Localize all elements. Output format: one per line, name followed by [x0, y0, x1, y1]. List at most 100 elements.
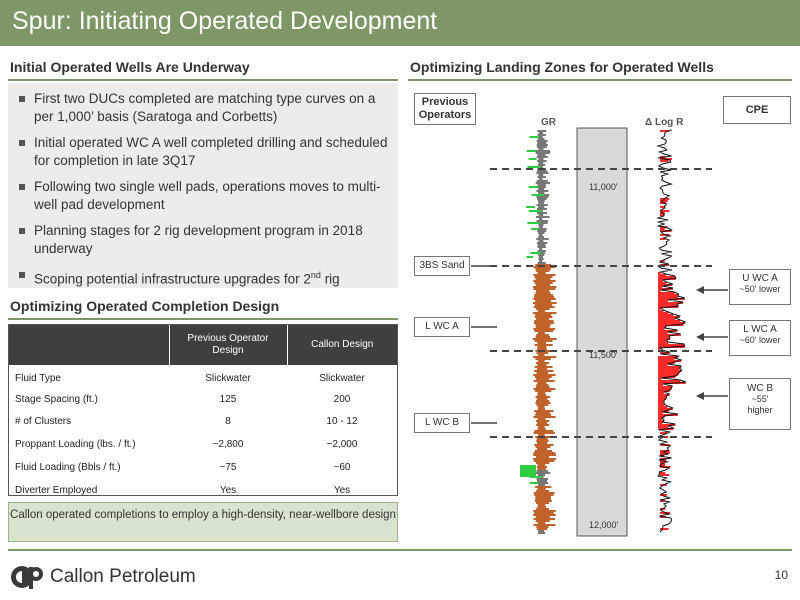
- gr-sample: [536, 490, 549, 492]
- gr-sample: [533, 338, 557, 340]
- gr-sample: [535, 402, 550, 404]
- gr-sample: [534, 432, 555, 434]
- logr-fill: [658, 332, 668, 334]
- logr-fill: [658, 328, 665, 330]
- gr-sample: [538, 202, 544, 204]
- gr-log-curve: [520, 130, 557, 534]
- gr-sample: [537, 246, 546, 248]
- logr-fill: [658, 336, 669, 338]
- depth-label: 11,500': [589, 350, 618, 360]
- zone-label-3bs-sand: 3BS Sand: [414, 256, 470, 276]
- gr-sample: [536, 526, 548, 528]
- gr-sample: [536, 308, 550, 310]
- gr-sample: [536, 190, 548, 192]
- zone-note-detail: ~55' higher: [738, 394, 782, 416]
- gr-sample: [536, 336, 550, 338]
- gr-sample: [538, 138, 544, 140]
- gr-sample: [534, 410, 553, 412]
- logr-fill: [658, 392, 664, 394]
- gr-sample: [535, 268, 551, 270]
- gr-sample: [538, 408, 545, 410]
- gr-sample: [533, 288, 555, 290]
- arrow-head: [696, 286, 704, 294]
- gr-sample: [536, 508, 549, 510]
- gr-sample-green: [527, 150, 537, 152]
- gr-sample: [537, 160, 547, 162]
- gr-sample: [536, 182, 550, 184]
- gr-sample: [538, 464, 546, 466]
- gr-sample: [533, 452, 555, 454]
- logr-fill: [658, 358, 675, 360]
- gr-sample: [535, 276, 553, 278]
- gr-sample: [537, 198, 547, 200]
- gr-sample: [537, 212, 547, 214]
- gr-sample: [538, 418, 546, 420]
- gr-sample: [536, 420, 549, 422]
- gr-sample: [539, 226, 543, 228]
- gr-sample: [537, 346, 546, 348]
- logr-fill: [658, 386, 672, 388]
- gr-sample: [537, 342, 546, 344]
- arrow-head: [696, 392, 704, 400]
- logr-fill: [658, 342, 668, 344]
- logr-fill: [658, 322, 685, 324]
- gr-sample: [538, 186, 546, 188]
- gr-sample: [533, 302, 557, 304]
- gr-sample: [535, 366, 553, 368]
- gr-sample: [536, 284, 550, 286]
- gr-sample: [535, 376, 552, 378]
- gr-sample: [538, 310, 545, 312]
- gr-sample: [533, 458, 556, 460]
- zone-note-detail: ~50' lower: [730, 284, 790, 294]
- gr-sample: [533, 388, 555, 390]
- gr-sample: [534, 460, 554, 462]
- gr-sample: [534, 518, 556, 520]
- gr-sample: [538, 158, 543, 160]
- gr-sample: [537, 170, 547, 172]
- gr-sample: [538, 530, 544, 532]
- logr-fill: [658, 344, 684, 346]
- gr-sample: [534, 294, 553, 296]
- logr-fill: [658, 406, 667, 408]
- gr-sample: [536, 396, 551, 398]
- gr-sample: [537, 208, 547, 210]
- logr-fill: [658, 290, 661, 292]
- logr-fill: [658, 310, 663, 312]
- gr-sample: [535, 414, 551, 416]
- gr-sample: [538, 332, 545, 334]
- gr-sample: [538, 164, 545, 166]
- gr-sample: [537, 364, 546, 366]
- gr-sample: [536, 456, 549, 458]
- gr-sample: [536, 470, 548, 472]
- gr-sample: [533, 524, 555, 526]
- gr-sample: [538, 522, 546, 524]
- gr-sample: [537, 220, 548, 222]
- gr-sample: [536, 520, 550, 522]
- gr-sample: [537, 368, 547, 370]
- gr-sample: [539, 234, 543, 236]
- gr-sample: [537, 204, 548, 206]
- gr-sample: [536, 196, 548, 198]
- gr-sample: [534, 380, 555, 382]
- gr-sample: [539, 260, 542, 262]
- zone-note-name: WC B: [730, 383, 790, 394]
- gr-sample: [536, 172, 548, 174]
- gr-sample: [537, 448, 547, 450]
- gr-sample: [535, 314, 551, 316]
- gr-sample: [537, 422, 547, 424]
- gr-sample: [538, 474, 545, 476]
- gr-sample: [538, 426, 545, 428]
- company-name: Callon Petroleum: [50, 566, 196, 588]
- logr-fill: [658, 276, 675, 278]
- gr-sample: [535, 498, 550, 500]
- gr-sample: [536, 516, 550, 518]
- gr-sample: [536, 424, 549, 426]
- gr-sample: [538, 484, 545, 486]
- logr-fill: [658, 340, 666, 342]
- gr-sample: [537, 480, 547, 482]
- gr-sample: [536, 290, 549, 292]
- logr-fill: [658, 312, 668, 314]
- gr-header: GR: [541, 117, 556, 128]
- gr-sample: [537, 506, 546, 508]
- gr-sample: [539, 240, 544, 242]
